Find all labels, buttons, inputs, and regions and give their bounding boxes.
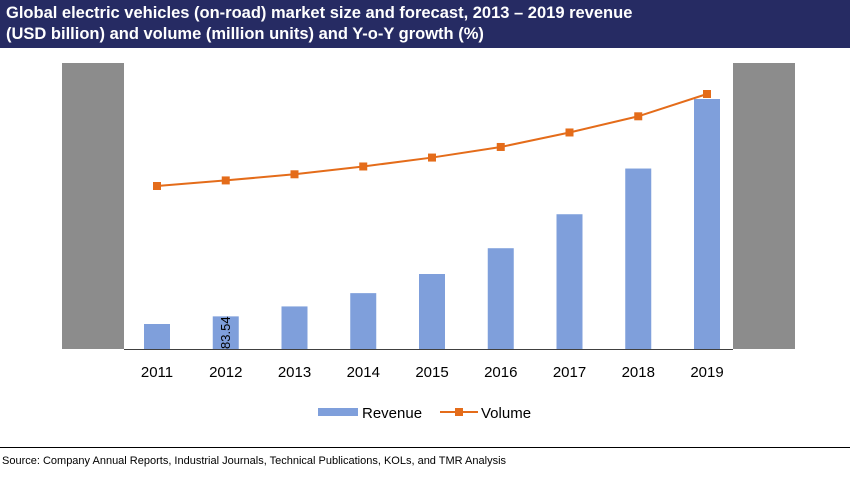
revenue-bar-2017 [556, 214, 583, 349]
revenue-bar-2013 [281, 306, 308, 349]
x-tick-label-2013: 2013 [278, 364, 311, 381]
x-tick-label-2018: 2018 [622, 364, 655, 381]
revenue-bar-2014 [350, 293, 377, 349]
volume-marker-2017 [565, 128, 574, 137]
source-note: Source: Company Annual Reports, Industri… [2, 455, 507, 467]
volume-line [156, 93, 708, 187]
volume-marker-2019 [703, 90, 711, 98]
volume-marker-2013 [290, 170, 299, 179]
volume-marker-2015 [428, 153, 436, 162]
legend-revenue-label: Revenue [362, 405, 422, 422]
x-tick-label-2011: 2011 [141, 364, 173, 381]
volume-marker-2018 [634, 112, 643, 121]
x-tick-label-2015: 2015 [415, 364, 448, 381]
x-tick-label-2014: 2014 [347, 364, 380, 381]
right-side-panel [733, 63, 795, 349]
chart-title-line-2: (USD billion) and volume (million units)… [6, 25, 484, 43]
volume-marker-2014 [359, 162, 368, 171]
chart-area: 2011 2012 2013 2014 2015 2016 2017 2018 2019 83.5… [0, 48, 850, 446]
chart-title-bar: Global electric vehicles (on-road) marke… [0, 0, 850, 48]
x-tick-label-2016: 2016 [484, 364, 517, 381]
chart-title-line-1: Global electric vehicles (on-road) marke… [6, 4, 633, 22]
revenue-bar-2011 [144, 324, 170, 349]
x-tick-label-2017: 2017 [553, 364, 586, 381]
data-label-2012: 83.54 [218, 316, 233, 349]
revenue-bar-2012 [212, 316, 239, 349]
x-tick-label-2019: 2019 [690, 364, 723, 381]
left-side-panel [62, 63, 124, 349]
volume-marker-2012 [221, 176, 230, 185]
source-divider [0, 447, 850, 448]
x-tick-label-2012: 2012 [209, 364, 242, 381]
revenue-bar-2019 [694, 99, 720, 349]
volume-marker-2011 [153, 182, 161, 190]
volume-marker-2016 [496, 142, 505, 151]
revenue-bar-2016 [487, 248, 514, 349]
legend-volume-marker [455, 408, 463, 416]
legend-revenue-swatch [318, 408, 358, 416]
legend-volume-label: Volume [481, 405, 531, 422]
revenue-bar-2018 [625, 168, 652, 349]
revenue-bar-2015 [419, 274, 445, 349]
chart-svg: 2011 2012 2013 2014 2015 2016 2017 2018 2019 83.5… [62, 63, 795, 422]
